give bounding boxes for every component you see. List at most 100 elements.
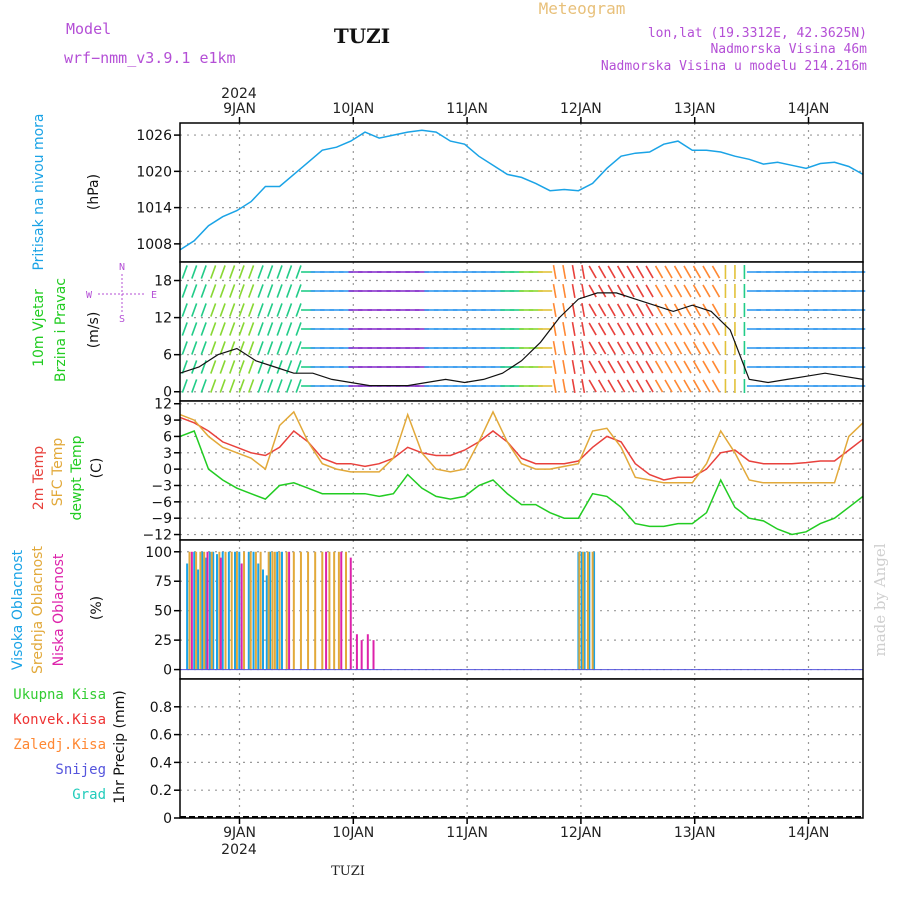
wind-arrow	[285, 303, 293, 317]
wind-arrow	[607, 303, 616, 317]
top-date-label: 12JAN	[560, 101, 602, 117]
wind-arrow	[238, 303, 245, 317]
wind-arrow	[229, 341, 236, 355]
legend-freezing-rain: Zaledj.Kisa	[13, 737, 106, 753]
compass-north: N	[119, 262, 125, 273]
cloud-ytick-label: 100	[145, 545, 172, 561]
wind-arrow	[210, 303, 217, 317]
wind-arrow	[276, 341, 283, 355]
wind-arrow	[664, 360, 673, 374]
watermark: made by Angel	[871, 543, 889, 656]
wind-arrow	[571, 321, 576, 337]
wind-arrow	[683, 284, 692, 298]
wind-arrow	[626, 265, 635, 279]
wind-arrow	[295, 284, 302, 298]
bottom-date-label: 10JAN	[332, 825, 374, 841]
wind-arrow	[200, 379, 207, 393]
wind-arrow	[597, 265, 607, 279]
temperature-series-line	[179, 416, 864, 481]
wind-arrow	[295, 360, 302, 374]
precip-frame	[179, 678, 864, 819]
wind-arrow	[654, 265, 664, 279]
wind-arrow	[210, 360, 217, 374]
wind-arrow	[219, 303, 226, 317]
wind-arrow	[219, 265, 226, 279]
wind-arrow	[607, 379, 616, 393]
wind-arrow	[210, 379, 217, 393]
wind-arrow	[257, 284, 264, 298]
wind-arrow	[588, 322, 597, 336]
precip-ytick-label: 0.6	[150, 728, 172, 744]
wind-arrow	[229, 284, 236, 298]
wind-arrow	[276, 265, 283, 279]
temperature-ytick-label: 0	[163, 462, 172, 478]
pressure-ytick-label: 1014	[136, 201, 172, 217]
cloud-unit-label: (%)	[89, 596, 105, 620]
wind-arrow	[247, 379, 255, 393]
wind-arrow	[607, 360, 616, 374]
wind-arrow	[588, 341, 597, 355]
top-date-label: 10JAN	[332, 101, 374, 117]
wind-unit-label: (m/s)	[86, 312, 102, 349]
wind-arrow	[683, 379, 692, 393]
wind-arrow	[247, 341, 255, 355]
wind-arrow	[664, 322, 673, 336]
wind-arrow	[552, 264, 557, 280]
wind-arrow	[692, 265, 702, 279]
wind-arrow	[673, 360, 683, 374]
wind-arrow	[571, 283, 576, 299]
wind-arrow	[645, 284, 654, 298]
temperature-plot-area	[180, 401, 863, 540]
wind-arrow	[626, 322, 635, 336]
pressure-labels: Pritisak na nivou mora (hPa)	[31, 113, 102, 270]
temperature-ytick-label: 9	[163, 413, 172, 429]
wind-arrow	[597, 379, 607, 393]
wind-arrow	[210, 322, 217, 336]
temperature-ytick-label: 3	[163, 446, 172, 462]
bottom-date-label: 14JAN	[788, 825, 830, 841]
pressure-plot-area	[180, 123, 863, 262]
wind-series-line	[179, 292, 864, 387]
wind-arrow	[571, 359, 576, 375]
temperature-series-line	[179, 410, 864, 484]
wind-arrow	[645, 341, 654, 355]
wind-arrow	[711, 360, 721, 374]
wind-arrow	[664, 341, 673, 355]
pressure-axis-label: Pritisak na nivou mora	[31, 113, 47, 270]
wind-arrow	[257, 341, 264, 355]
pressure-unit-label: (hPa)	[86, 174, 102, 210]
cloud-labels: Visoka Oblacnost Srednja Oblacnost Niska…	[10, 546, 105, 674]
wind-arrow	[702, 341, 711, 355]
wind-arrow	[711, 265, 721, 279]
wind-arrow	[597, 341, 607, 355]
wind-arrow	[588, 265, 597, 279]
wind-arrow	[702, 265, 711, 279]
wind-arrow	[581, 302, 586, 318]
wind-axis-label: 10m Vjetar	[31, 289, 47, 367]
wind-arrow	[581, 283, 586, 299]
legend-total-rain: Ukupna Kisa	[13, 687, 106, 703]
wind-arrow	[692, 284, 702, 298]
wind-arrow	[266, 341, 274, 355]
wind-arrow	[616, 379, 626, 393]
wind-arrow	[295, 303, 302, 317]
cloud-high-label: Visoka Oblacnost	[10, 549, 26, 670]
wind-arrow	[238, 265, 245, 279]
wind-arrow	[276, 303, 283, 317]
bottom-date-label: 12JAN	[560, 825, 602, 841]
pressure-ytick-label: 1026	[136, 128, 172, 144]
wind-arrow	[295, 379, 302, 393]
precip-ytick-label: 0	[163, 811, 172, 827]
wind-arrow	[247, 360, 255, 374]
cloud-ytick-label: 0	[163, 663, 172, 679]
wind-arrow	[181, 322, 188, 336]
wind-arrow	[200, 284, 207, 298]
wind-arrow	[626, 284, 635, 298]
wind-arrow	[562, 378, 567, 394]
wind-arrow	[191, 360, 198, 374]
wind-arrow	[581, 378, 586, 394]
wind-arrow	[683, 303, 692, 317]
model-elevation-label: Nadmorska Visina u modelu 214.216m	[601, 59, 867, 74]
elevation-label: Nadmorska Visina 46m	[710, 42, 867, 57]
wind-arrow	[581, 264, 586, 280]
